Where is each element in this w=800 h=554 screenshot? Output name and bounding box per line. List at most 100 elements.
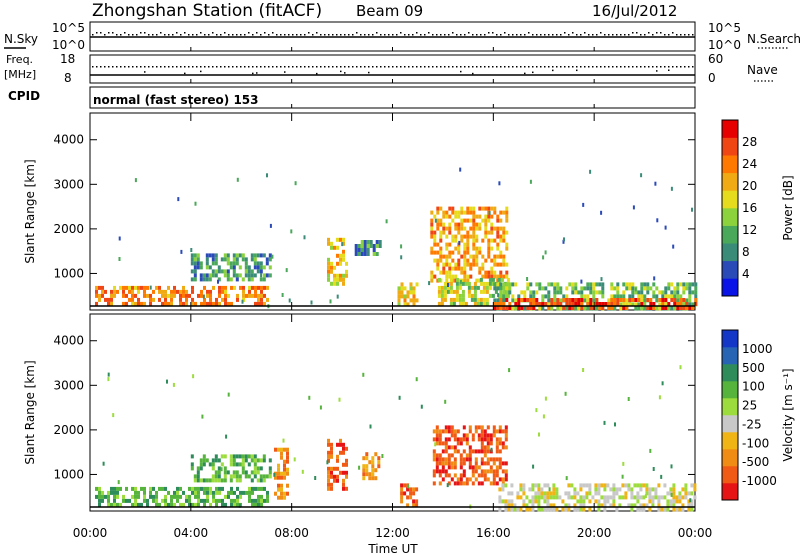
heatmap-cell (613, 306, 617, 311)
heatmap-cell (585, 495, 589, 500)
heatmap-cell (444, 429, 448, 434)
heatmap-cell (430, 250, 434, 255)
heatmap-cell (657, 507, 661, 512)
heatmap-cell (266, 297, 269, 302)
heatmap-cell (464, 281, 468, 286)
heatmap-cell (628, 286, 632, 291)
heatmap-cell (229, 277, 233, 282)
heatmap-cell (288, 298, 291, 303)
heatmap-cell (253, 454, 257, 459)
heatmap-cell (206, 490, 209, 495)
heatmap-cell (622, 290, 626, 295)
heatmap-cell (589, 286, 593, 291)
heatmap-cell (505, 270, 509, 275)
heatmap-cell (648, 491, 652, 496)
heatmap-cell (218, 285, 221, 290)
heatmap-cell (517, 302, 521, 306)
heatmap-cell (487, 274, 491, 279)
nave-dot (336, 66, 338, 68)
heatmap-cell (199, 277, 203, 282)
heatmap-cell (286, 467, 289, 472)
heatmap-cell (502, 302, 506, 306)
heatmap-cell (499, 226, 503, 231)
heatmap-cell (110, 490, 113, 495)
heatmap-cell (467, 285, 471, 290)
heatmap-cell (266, 494, 269, 499)
heatmap-cell (200, 293, 203, 298)
heatmap-cell (445, 274, 449, 279)
heatmap-cell (280, 487, 283, 492)
nave-dot (252, 72, 254, 75)
heatmap-cell (257, 285, 260, 290)
nave-dot (200, 70, 202, 73)
heatmap-cell (190, 261, 194, 266)
heatmap-cell (486, 449, 490, 454)
nave-dot (496, 66, 498, 68)
heatmap-cell (438, 429, 442, 434)
heatmap-cell (666, 503, 670, 508)
heatmap-cell (360, 244, 364, 248)
heatmap-cell (170, 297, 173, 302)
heatmap-cell (537, 503, 541, 508)
heatmap-cell (688, 298, 692, 303)
heatmap-cell (625, 306, 629, 310)
heatmap-cell (501, 487, 505, 492)
nave-dot (100, 66, 102, 68)
heatmap-cell (482, 289, 486, 294)
heatmap-cell (257, 297, 260, 302)
heatmap-cell (580, 302, 584, 306)
heatmap-cell (95, 301, 98, 306)
heatmap-cell (499, 270, 503, 275)
heatmap-cell (466, 206, 470, 211)
heatmap-cell (490, 246, 494, 251)
nsearch-dot (552, 34, 554, 36)
heatmap-cell (645, 487, 649, 492)
heatmap-cell (486, 469, 490, 474)
heatmap-cell (463, 278, 467, 283)
heatmap-cell (365, 472, 369, 477)
heatmap-cell (486, 477, 490, 482)
nsearch-dot (636, 32, 638, 34)
heatmap-cell (679, 306, 683, 310)
heatmap-cell (505, 230, 509, 235)
heatmap-cell (460, 206, 464, 211)
heatmap-cell (218, 301, 221, 306)
heatmap-cell (642, 503, 646, 508)
heatmap-cell (483, 453, 487, 458)
heatmap-cell (484, 234, 488, 239)
nsearch-dot (304, 34, 306, 36)
heatmap-cell (473, 293, 477, 298)
heatmap-cell (610, 298, 614, 302)
heatmap-cell (489, 469, 493, 474)
heatmap-cell (565, 302, 569, 306)
heatmap-cell (253, 253, 257, 258)
heatmap-cell (614, 422, 616, 427)
heatmap-cell (192, 374, 195, 379)
heatmap-cell (649, 306, 653, 310)
heatmap-cell (223, 466, 227, 471)
heatmap-cell (504, 473, 508, 478)
heatmap-cell (435, 441, 439, 446)
heatmap-cell (492, 429, 496, 434)
heatmap-cell (283, 467, 286, 472)
heatmap-cell (377, 464, 381, 469)
nave-dot (168, 66, 170, 68)
heatmap-cell (666, 507, 670, 512)
heatmap-cell (164, 293, 167, 298)
heatmap-cell (616, 286, 620, 291)
colorbar-tick-label: 20 (742, 179, 757, 193)
heatmap-cell (230, 490, 233, 495)
heatmap-cell (172, 382, 175, 387)
heatmap-cell (657, 483, 661, 488)
heatmap-cell (504, 499, 508, 504)
heatmap-cell (451, 206, 455, 211)
heatmap-cell (170, 494, 173, 499)
heatmap-cell (579, 503, 583, 508)
nave-dot (120, 66, 122, 68)
heatmap-cell (679, 298, 683, 302)
nave-dot (312, 66, 314, 68)
heatmap-cell (226, 261, 230, 266)
heatmap-cell (283, 471, 286, 476)
heatmap-cell (499, 210, 503, 215)
